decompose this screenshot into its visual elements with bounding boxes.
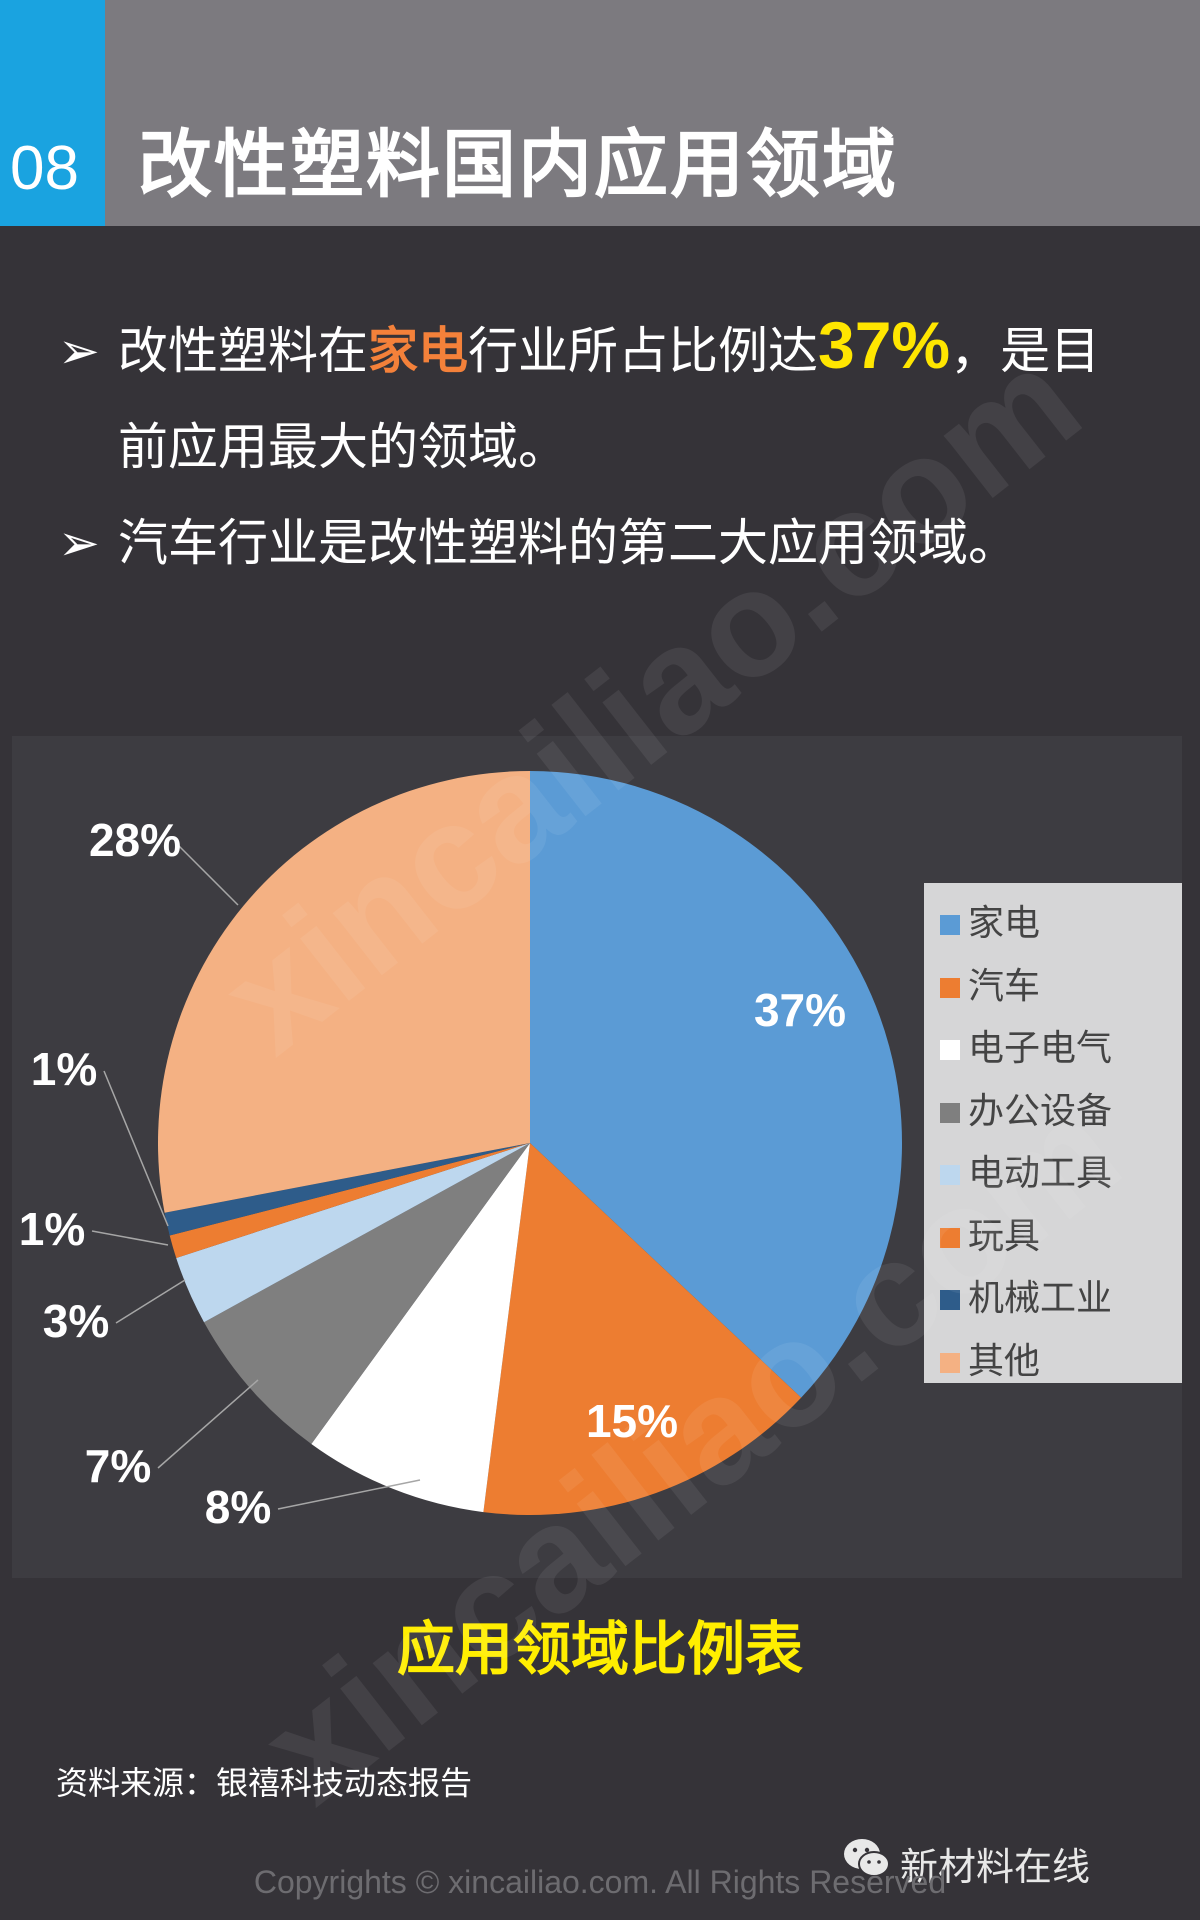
brand-text: 新材料在线 bbox=[900, 1845, 1091, 1889]
bullet-1-suffix: ，是目 bbox=[950, 322, 1101, 380]
pie-slice-7 bbox=[164, 1143, 530, 1236]
bullet-1-middle: 行业所占比例达 bbox=[468, 322, 818, 380]
leader-line-5 bbox=[115, 1279, 186, 1324]
legend-swatch bbox=[940, 915, 960, 935]
legend-item: 玩具 bbox=[940, 1215, 1041, 1257]
chart-title: 应用领域比例表 bbox=[396, 1615, 803, 1683]
legend-swatch bbox=[940, 1165, 960, 1185]
leader-line-3 bbox=[277, 1479, 421, 1510]
legend-label: 玩具 bbox=[968, 1215, 1041, 1257]
wechat-icon bbox=[844, 1839, 890, 1877]
legend-swatch bbox=[940, 1102, 960, 1123]
legend-item: 机械工业 bbox=[940, 1278, 1113, 1319]
legend-item: 家电 bbox=[940, 903, 1041, 944]
legend-swatch bbox=[940, 1227, 960, 1248]
copyright-text: Copyrights © xincailiao.com. All Rights … bbox=[253, 1864, 947, 1900]
section-number-box: 08 bbox=[0, 0, 105, 226]
bullet-1-prefix: 改性塑料在 bbox=[118, 322, 368, 380]
pie-slice-2 bbox=[483, 1143, 802, 1515]
bullet-2: ➢ 汽车行业是改性塑料的第二大应用领域。 bbox=[58, 518, 1018, 568]
legend-swatch bbox=[940, 1290, 960, 1310]
pie-slice-5 bbox=[176, 1143, 530, 1323]
legend-label: 家电 bbox=[968, 903, 1041, 944]
data-label-8: 28% bbox=[89, 814, 181, 866]
legend-label: 其他 bbox=[968, 1340, 1041, 1382]
legend-label: 办公设备 bbox=[968, 1090, 1113, 1132]
legend-item: 电子电气 bbox=[940, 1028, 1113, 1069]
bullet-arrow-icon: ➢ bbox=[58, 514, 100, 572]
legend-item: 其他 bbox=[940, 1340, 1041, 1382]
header-bar: 08 改性塑料国内应用领域 bbox=[0, 0, 1200, 226]
data-label-5: 3% bbox=[43, 1295, 109, 1347]
data-label-1: 37% bbox=[754, 984, 846, 1036]
bullet-1: ➢ 改性塑料在家电行业所占比例达37%，是目 bbox=[58, 312, 1100, 378]
bullet-1-line2: 前应用最大的领域。 bbox=[118, 418, 568, 476]
legend-label: 电子电气 bbox=[968, 1028, 1113, 1069]
pie-slice-3 bbox=[311, 1143, 530, 1513]
legend-item: 汽车 bbox=[940, 965, 1041, 1007]
pie-slice-8 bbox=[157, 771, 530, 1213]
bullet-1-highlight: 家电 bbox=[368, 322, 468, 380]
section-number: 08 bbox=[10, 134, 79, 203]
pie-slice-4 bbox=[204, 1143, 530, 1444]
brand-label: 新材料在线 bbox=[844, 1836, 1091, 1891]
leader-line-4 bbox=[157, 1379, 259, 1469]
data-label-6: 1% bbox=[19, 1203, 85, 1255]
pie-slice-6 bbox=[169, 1143, 530, 1258]
data-label-7: 1% bbox=[31, 1043, 97, 1095]
legend-swatch bbox=[940, 1352, 960, 1373]
data-label-3: 8% bbox=[205, 1481, 271, 1533]
leader-line-7 bbox=[103, 1070, 169, 1227]
pie-slice-1 bbox=[530, 771, 903, 1398]
data-label-4: 7% bbox=[85, 1440, 151, 1492]
legend-label: 汽车 bbox=[968, 965, 1041, 1007]
bullet-1-percent: 37% bbox=[818, 308, 951, 382]
source-note: 资料来源：银禧科技动态报告 bbox=[56, 1764, 473, 1802]
chart-legend: 家电汽车电子电气办公设备电动工具玩具机械工业其他 bbox=[924, 883, 1182, 1383]
bullet-arrow-icon: ➢ bbox=[58, 322, 100, 380]
legend-swatch bbox=[940, 1040, 960, 1060]
leader-line-8 bbox=[174, 841, 239, 906]
legend-swatch bbox=[940, 977, 960, 998]
legend-item: 办公设备 bbox=[940, 1090, 1113, 1132]
data-label-2: 15% bbox=[586, 1395, 678, 1447]
leader-line-6 bbox=[91, 1230, 169, 1246]
legend-item: 电动工具 bbox=[940, 1153, 1113, 1194]
legend-label: 机械工业 bbox=[968, 1278, 1113, 1319]
page-title: 改性塑料国内应用领域 bbox=[138, 122, 898, 208]
legend-label: 电动工具 bbox=[968, 1153, 1113, 1194]
bullet-2-text: 汽车行业是改性塑料的第二大应用领域。 bbox=[118, 514, 1018, 572]
